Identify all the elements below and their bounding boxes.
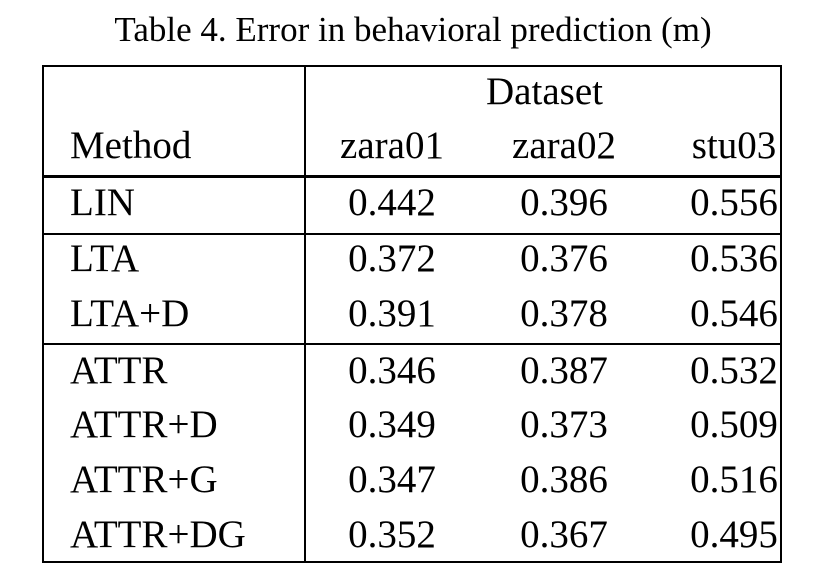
row-value: 0.391: [348, 292, 436, 335]
row-method: LTA+D: [70, 292, 190, 335]
row-value: 0.516: [690, 458, 778, 501]
group-divider: [44, 233, 780, 235]
row-value: 0.546: [690, 292, 778, 335]
row-value: 0.495: [690, 513, 778, 556]
column-header-zara02: zara02: [512, 124, 616, 167]
row-method: LIN: [70, 181, 135, 224]
column-header-zara01: zara01: [340, 124, 444, 167]
row-value: 0.536: [690, 237, 778, 280]
row-value: 0.367: [520, 513, 608, 556]
row-value: 0.396: [520, 181, 608, 224]
row-method: ATTR+G: [70, 458, 218, 501]
row-value: 0.352: [348, 513, 436, 556]
row-method: ATTR: [70, 349, 168, 392]
row-value: 0.376: [520, 237, 608, 280]
row-value: 0.532: [690, 349, 778, 392]
dataset-header: Dataset: [486, 70, 603, 113]
row-value: 0.346: [348, 349, 436, 392]
column-header-stu03: stu03: [691, 124, 777, 167]
row-value: 0.442: [348, 181, 436, 224]
row-value: 0.509: [690, 403, 778, 446]
method-header: Method: [70, 124, 192, 167]
row-value: 0.387: [520, 349, 608, 392]
row-value: 0.372: [348, 237, 436, 280]
column-divider: [304, 67, 306, 561]
row-value: 0.378: [520, 292, 608, 335]
row-method: ATTR+D: [70, 403, 218, 446]
group-divider: [44, 343, 780, 345]
results-table: Dataset Method zara01 zara02 stu03 LIN 0…: [42, 65, 782, 563]
row-value: 0.386: [520, 458, 608, 501]
row-value: 0.373: [520, 403, 608, 446]
row-method: ATTR+DG: [70, 513, 246, 556]
table-caption: Table 4. Error in behavioral prediction …: [114, 10, 712, 49]
header-divider: [44, 175, 780, 178]
row-value: 0.349: [348, 403, 436, 446]
row-method: LTA: [70, 237, 140, 280]
row-value: 0.347: [348, 458, 436, 501]
row-value: 0.556: [690, 181, 778, 224]
